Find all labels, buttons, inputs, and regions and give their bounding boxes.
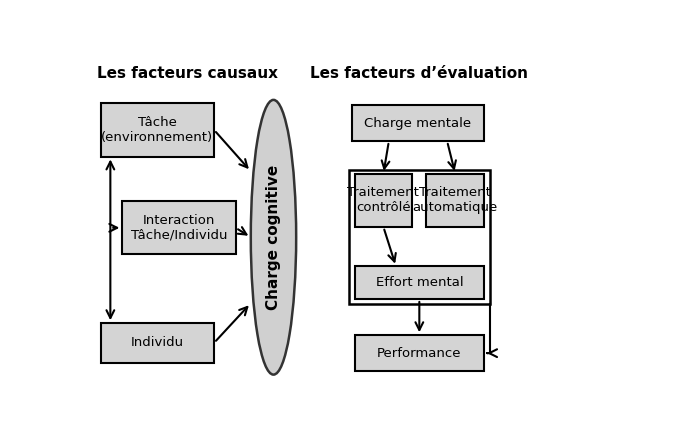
FancyBboxPatch shape [355, 335, 484, 371]
Text: Tâche
(environnement): Tâche (environnement) [101, 116, 213, 144]
Text: Effort mental: Effort mental [376, 276, 463, 289]
FancyBboxPatch shape [427, 173, 484, 227]
FancyBboxPatch shape [355, 266, 484, 299]
FancyBboxPatch shape [100, 323, 214, 363]
Text: Les facteurs causaux: Les facteurs causaux [97, 66, 277, 81]
Ellipse shape [251, 100, 296, 375]
FancyBboxPatch shape [100, 103, 214, 157]
Text: Interaction
Tâche/Individu: Interaction Tâche/Individu [131, 214, 227, 242]
Text: Charge cognitive: Charge cognitive [266, 165, 281, 310]
Bar [348, 169, 490, 304]
FancyBboxPatch shape [352, 105, 484, 141]
Text: Charge mentale: Charge mentale [365, 116, 472, 129]
Text: Les facteurs d’évaluation: Les facteurs d’évaluation [310, 66, 528, 81]
Text: Traitement
automatique: Traitement automatique [413, 186, 498, 215]
Text: Traitement
contrôlé: Traitement contrôlé [348, 186, 420, 215]
Text: Performance: Performance [377, 347, 461, 359]
Text: Individu: Individu [131, 336, 184, 349]
FancyBboxPatch shape [122, 201, 236, 254]
FancyBboxPatch shape [355, 173, 413, 227]
